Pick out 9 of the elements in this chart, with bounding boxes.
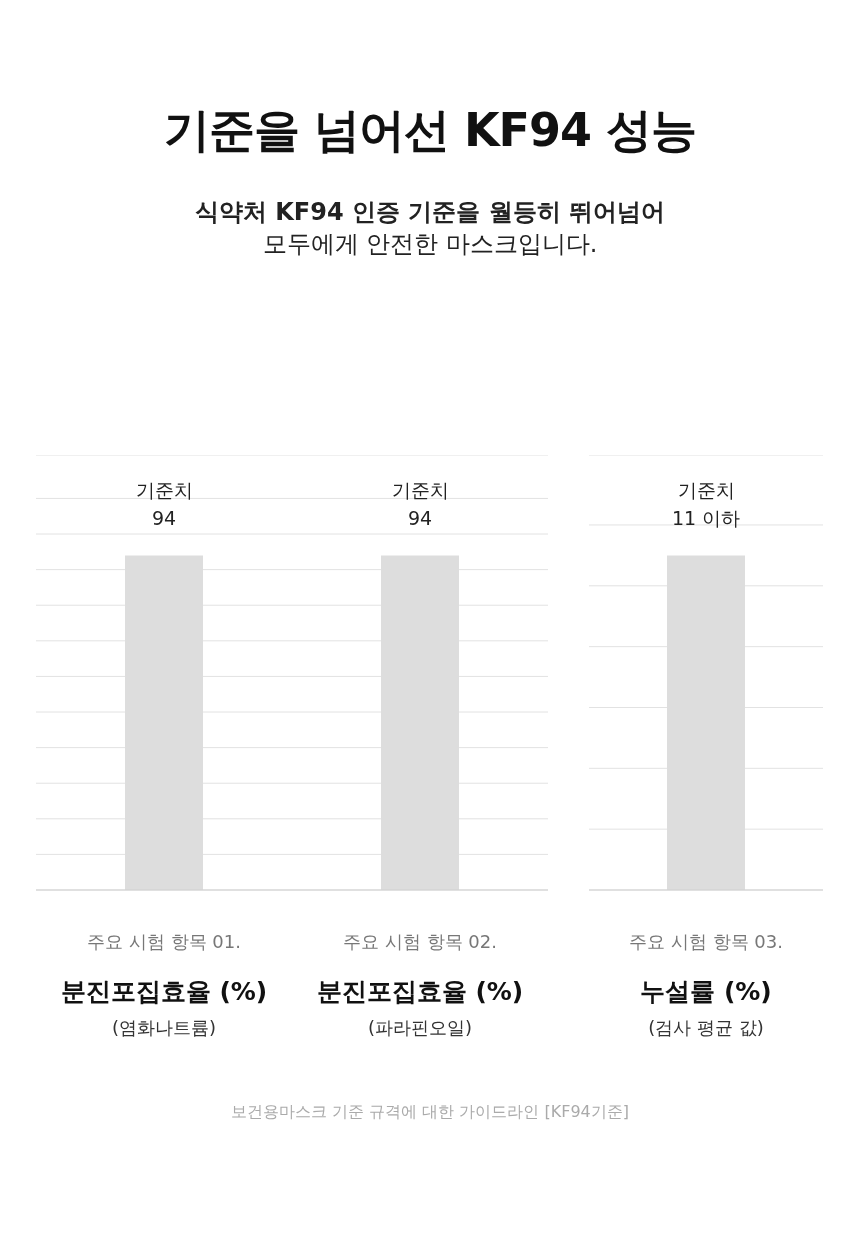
category-label: 주요 시험 항목 03. 누설률 (%) (검사 평균 값) — [629, 931, 783, 1038]
chart-subtitle: 식약처 KF94 인증 기준을 월등히 뛰어넘어 모두에게 안전한 마스크입니다. — [193, 197, 667, 260]
category-label: 주요 시험 항목 01. 분진포집효율 (%) (염화나트륨) — [60, 931, 268, 1038]
data-label: 기준치 94 — [391, 479, 449, 530]
chart-title: 기준을 넘어선 KF94 성능 — [162, 102, 698, 159]
data-label: 기준치 94 — [135, 479, 193, 530]
data-label: 기준치 11 이하 — [671, 479, 741, 530]
category-label: 주요 시험 항목 02. 분진포집효율 (%) (파라핀오일) — [316, 931, 524, 1038]
text: 보건용마스크 기준 규격에 대한 가이드라인 [KF94기준] — [230, 1102, 630, 1123]
